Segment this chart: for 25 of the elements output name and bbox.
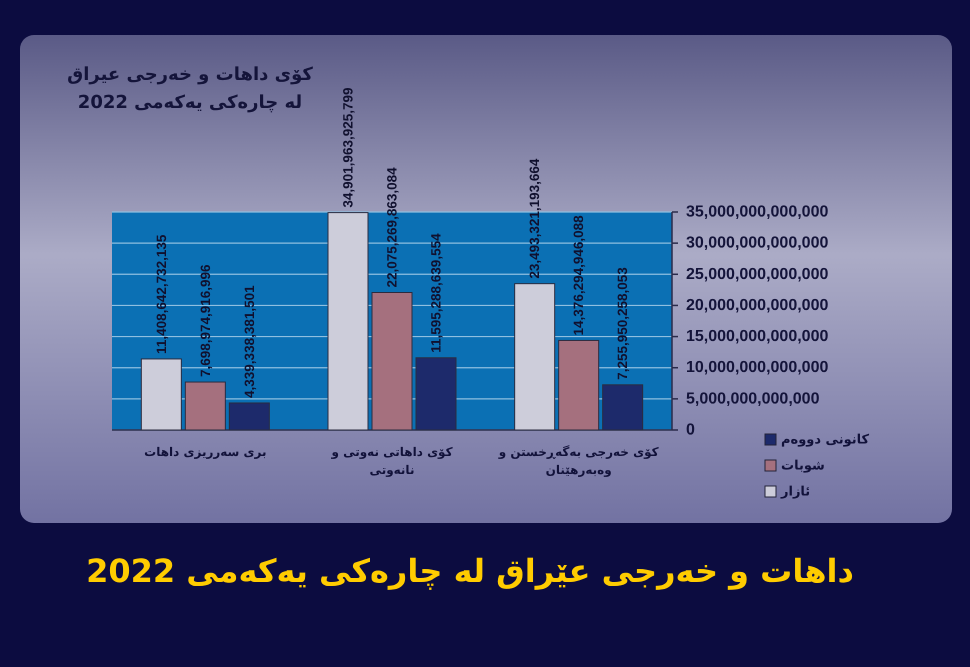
data-label: 7,698,974,916,996	[198, 264, 213, 378]
chart-title: کۆی داهات و خەرجی عیراق لە چارەکی یەکەمی 2022	[67, 64, 314, 113]
legend-label: شوبات	[781, 458, 825, 474]
data-label: 11,595,288,639,554	[428, 232, 444, 353]
legend-label: ئازار	[780, 484, 810, 500]
y-tick-label: 30,000,000,000,000	[686, 234, 828, 252]
text: داهات و خەرجی عێراق لە چارەکی یەکەمی 2022	[86, 552, 854, 590]
data-label: 34,901,963,925,799	[340, 87, 356, 208]
y-tick-label: 5,000,000,000,000	[686, 390, 820, 408]
y-tick-label: 15,000,000,000,000	[686, 328, 828, 346]
y-tick-label: 35,000,000,000,000	[686, 204, 828, 220]
data-label: 22,075,269,863,084	[384, 166, 400, 288]
data-label: 14,376,294,946,088	[571, 214, 586, 336]
data-label: 7,255,950,258,053	[615, 266, 630, 380]
x-tick-label: بری سەرریزی داهات	[144, 445, 267, 459]
data-label: 11,408,642,732,135	[154, 234, 169, 354]
y-tick-label: 20,000,000,000,000	[686, 296, 828, 314]
y-tick-label: 0	[686, 422, 695, 438]
y-tick-label: 25,000,000,000,000	[686, 266, 828, 283]
data-label: 4,339,338,381,501	[242, 284, 257, 398]
y-tick-label: 10,000,000,000,000	[686, 359, 828, 376]
x-tick-label: کۆی خەرجی بەگەڕخستن و وەبەرهێنان	[498, 445, 659, 477]
data-label: 23,493,321,193,664	[527, 158, 542, 279]
legend-label: کانونی دووەم	[781, 432, 870, 448]
x-tick-label: کۆی داهاتی نەوتی و نانەوتی	[330, 445, 453, 477]
